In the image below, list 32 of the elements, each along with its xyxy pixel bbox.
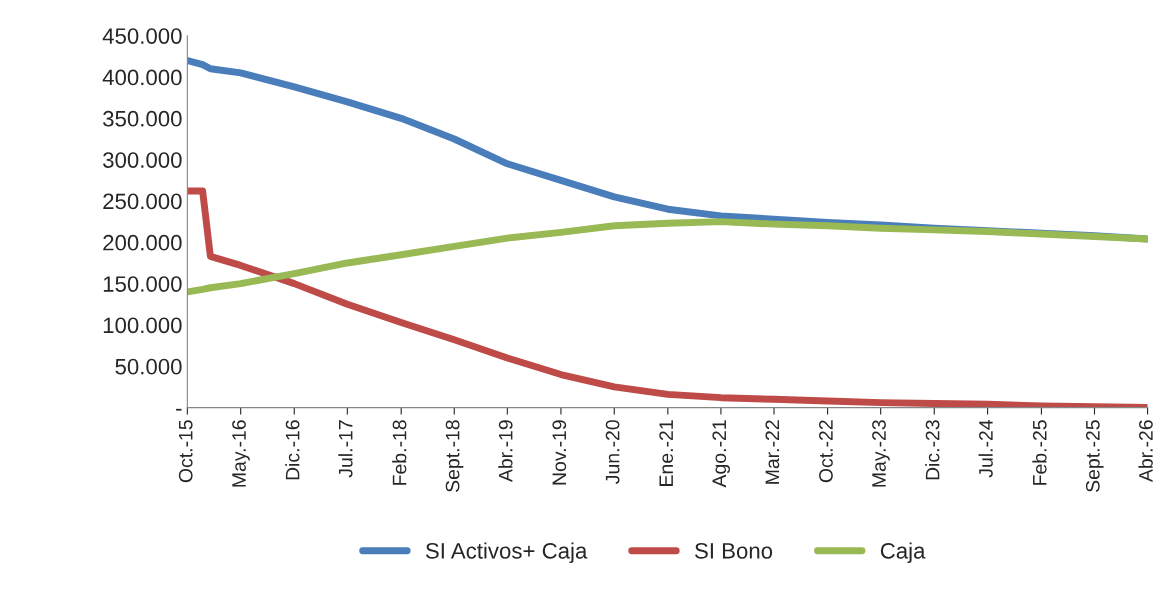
y-tick-label: 200.000 <box>103 234 182 251</box>
x-tick-label: Abr.-26 <box>1138 420 1153 483</box>
y-tick-label: 400.000 <box>102 69 182 86</box>
y-tick-label: 150.000 <box>103 276 182 292</box>
x-tick-label: Feb.-25 <box>1032 420 1047 485</box>
y-tick-label: 350.000 <box>103 110 182 127</box>
x-tick-label: Ago.-21 <box>712 420 730 488</box>
x-tick-label: Ene.-21 <box>659 420 674 486</box>
x-tick-label: Mar.-22 <box>765 420 780 484</box>
y-tick-label: 450.000 <box>102 28 182 44</box>
x-tick-label: Sept.-18 <box>445 420 464 492</box>
x-tick-label: Feb.-18 <box>392 420 407 485</box>
legend-label: SI Bono <box>695 542 773 559</box>
x-tick-label: Nov.-19 <box>552 420 567 485</box>
y-tick-label: 50.000 <box>115 358 182 375</box>
x-tick-label: May.-23 <box>872 420 890 487</box>
y-tick-label: 300.000 <box>103 152 182 168</box>
x-tick-label: Dic.-16 <box>285 420 300 480</box>
x-tick-label: Sept.-25 <box>1085 420 1104 492</box>
x-tick-label: Jul.-24 <box>978 419 993 478</box>
y-tick-label: 250.000 <box>103 193 182 210</box>
x-tick-label: Dic.-23 <box>925 420 940 480</box>
legend-label: SI Activos+ Caja <box>425 542 588 564</box>
x-tick-label: Jun.-20 <box>605 420 620 484</box>
legend-label: Caja <box>880 542 926 564</box>
x-tick-label: Oct.-22 <box>819 420 833 483</box>
x-tick-label: Oct.-15 <box>178 420 193 483</box>
x-tick-label: May.-16 <box>232 420 250 487</box>
x-tick-label: Jul.-17 <box>338 420 353 478</box>
y-tick-label: - <box>176 408 182 411</box>
x-tick-label: Abr.-19 <box>498 420 513 483</box>
y-tick-label: 100.000 <box>103 317 182 334</box>
